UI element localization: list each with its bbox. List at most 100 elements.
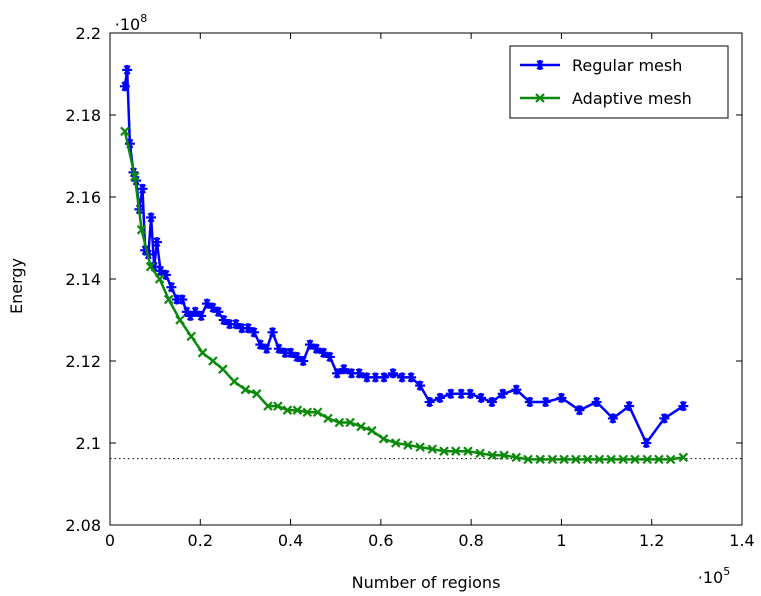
data-point (122, 64, 133, 75)
data-point (218, 364, 228, 374)
x-stroke (618, 454, 629, 465)
x-stroke (630, 454, 640, 465)
data-point (185, 310, 196, 321)
data-point (606, 454, 616, 465)
x-stroke (163, 294, 174, 305)
data-point (356, 421, 366, 432)
x-stroke (229, 376, 239, 387)
data-point (618, 454, 629, 465)
data-point (582, 454, 593, 465)
legend-marker-regular (535, 60, 545, 70)
x-stroke (302, 407, 313, 418)
data-point (175, 315, 185, 325)
x-stroke (427, 444, 438, 454)
x-tick-label: 1.2 (639, 531, 664, 550)
data-point (240, 384, 251, 395)
x-stroke (487, 450, 498, 461)
legend-item-regular-mesh: Regular mesh (520, 56, 682, 75)
data-point (255, 339, 266, 350)
data-point (137, 183, 148, 194)
data-point (487, 450, 498, 461)
legend: Regular mesh Adaptive mesh (509, 45, 729, 119)
data-point (334, 417, 345, 428)
x-stroke (154, 274, 165, 284)
x-stroke (606, 454, 616, 465)
data-point (511, 384, 522, 395)
data-point (196, 310, 207, 321)
x-stroke (263, 401, 273, 411)
x-stroke (145, 261, 156, 272)
y-multiplier-exp: 8 (140, 12, 147, 25)
data-point (654, 454, 664, 465)
x-tick-label: 0 (105, 531, 115, 550)
data-point (406, 372, 417, 383)
x-stroke (136, 225, 147, 235)
data-point (540, 397, 551, 407)
data-point (291, 351, 302, 362)
legend-marker-glyph (535, 93, 545, 103)
data-point (230, 319, 241, 330)
series-adaptive-mesh (120, 126, 689, 465)
data-point (665, 454, 676, 465)
x-stroke (367, 425, 377, 436)
y-tick-label: 2.18 (65, 106, 101, 125)
data-point (145, 261, 156, 272)
legend-box (509, 45, 729, 119)
x-stroke (378, 434, 389, 444)
data-point (154, 274, 165, 284)
legend-marker-glyph (535, 60, 545, 70)
data-point (318, 347, 329, 358)
x-stroke (535, 454, 545, 465)
x-stroke (120, 126, 130, 137)
data-point (302, 407, 313, 418)
data-point (311, 343, 322, 354)
data-point (397, 372, 408, 383)
x-stroke (463, 446, 473, 456)
x-stroke (251, 389, 262, 399)
data-point (229, 376, 239, 387)
data-point (345, 417, 355, 428)
series-line (123, 131, 684, 461)
data-point (186, 331, 197, 342)
data-point (659, 413, 670, 424)
data-point (249, 327, 260, 338)
y-multiplier: ·108 (115, 12, 147, 34)
x-stroke (642, 454, 652, 465)
x-multiplier: ·105 (698, 565, 730, 587)
data-point (486, 397, 497, 407)
x-stroke (334, 417, 345, 428)
data-point (591, 397, 602, 407)
x-stroke (345, 417, 355, 428)
x-stroke (559, 454, 569, 465)
x-stroke (197, 348, 208, 358)
data-point (415, 380, 426, 391)
data-point (177, 294, 188, 305)
data-point (642, 454, 652, 465)
y-tick-label: 2.1 (76, 434, 101, 453)
data-point (171, 294, 182, 305)
data-point (285, 347, 296, 358)
y-tick-label: 2.14 (65, 270, 101, 289)
data-point (213, 306, 224, 317)
data-point (370, 372, 381, 383)
x-stroke (403, 440, 413, 450)
data-point (207, 302, 218, 313)
legend-label-adaptive: Adaptive mesh (572, 89, 692, 108)
data-point (338, 364, 349, 375)
data-point (475, 448, 485, 459)
data-point (312, 407, 323, 418)
data-point (465, 388, 476, 399)
data-point (403, 440, 413, 450)
data-point (476, 392, 487, 403)
data-point (361, 372, 372, 383)
data-point (273, 343, 284, 354)
data-point (630, 454, 640, 465)
y-tick-label: 2.16 (65, 188, 101, 207)
data-point (511, 452, 522, 463)
y-multiplier-base: ·10 (115, 15, 140, 34)
data-point (354, 368, 365, 379)
x-stroke (218, 364, 228, 374)
x-tick-label: 1.4 (729, 531, 754, 550)
x-stroke (475, 448, 485, 459)
